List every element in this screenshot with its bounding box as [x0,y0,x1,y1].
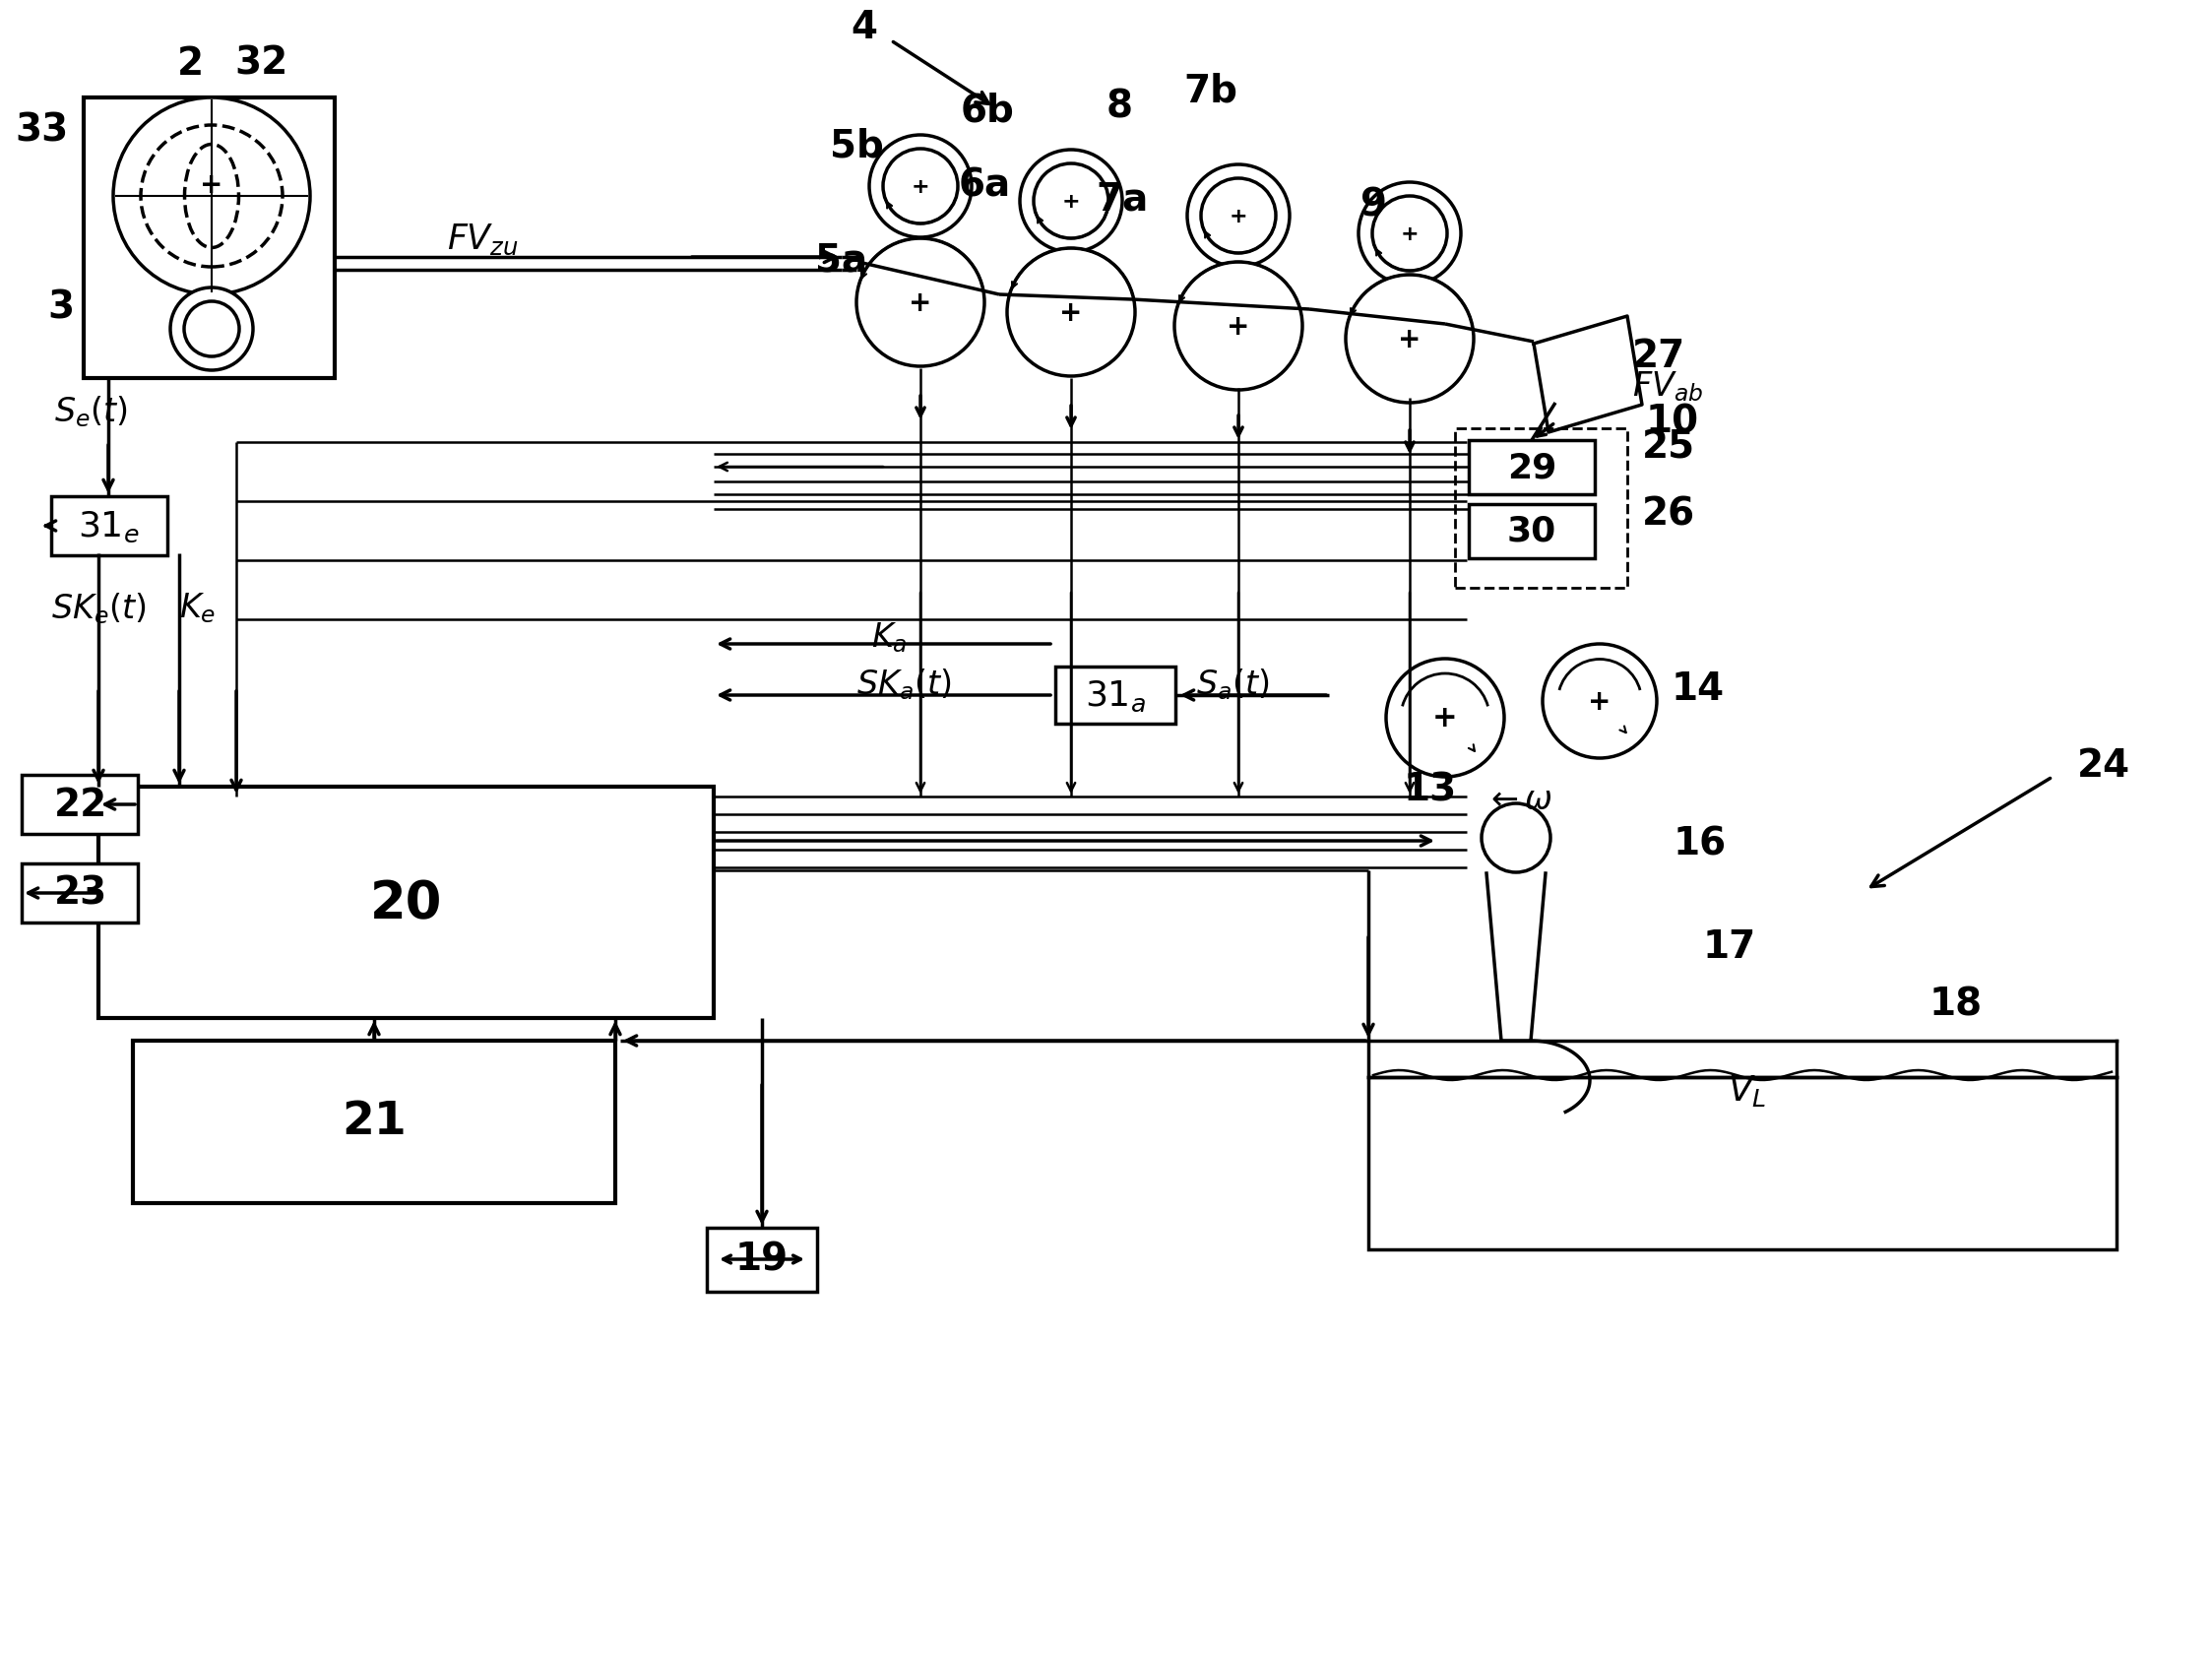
Circle shape [1033,164,1108,238]
Bar [1055,667,1175,724]
Circle shape [856,238,984,368]
Text: 27: 27 [1632,338,1686,374]
Circle shape [170,288,252,371]
Text: 19: 19 [734,1240,790,1278]
Text: 4: 4 [852,8,878,46]
Circle shape [1175,263,1303,391]
Text: $31_e$: $31_e$ [77,508,139,543]
Text: +: + [1433,704,1458,732]
Text: $S_a(t)$: $S_a(t)$ [1197,666,1270,702]
Circle shape [883,149,958,224]
Circle shape [1201,179,1276,253]
Text: +: + [1062,192,1079,212]
Text: $K_a$: $K_a$ [872,621,907,654]
Text: 7a: 7a [1095,181,1148,217]
Text: 16: 16 [1674,826,1728,863]
Bar [1369,1078,2117,1250]
Text: $\leftarrow\omega$: $\leftarrow\omega$ [1484,783,1553,816]
Text: 23: 23 [53,874,108,912]
Text: 32: 32 [234,45,288,83]
Circle shape [1020,151,1121,253]
Circle shape [184,301,239,358]
Text: $S_e(t)$: $S_e(t)$ [53,394,128,429]
Bar [100,787,714,1018]
Text: $V_L$: $V_L$ [1728,1073,1767,1108]
Circle shape [1345,275,1473,404]
Circle shape [869,136,971,238]
Text: 9: 9 [1360,185,1387,224]
Text: 6a: 6a [958,166,1011,204]
Bar [1469,505,1595,558]
Text: +: + [1588,687,1610,715]
Text: 18: 18 [1929,985,1982,1022]
Bar [51,497,168,556]
Text: 22: 22 [53,787,108,823]
Text: 7b: 7b [1183,71,1239,109]
Text: 6b: 6b [960,91,1015,129]
Text: $SK_e(t)$: $SK_e(t)$ [51,591,146,626]
Text: 2: 2 [177,45,204,83]
Text: 14: 14 [1672,671,1725,707]
Circle shape [1358,184,1460,285]
Text: $31_a$: $31_a$ [1084,679,1146,714]
Text: +: + [1060,300,1082,326]
Text: 5a: 5a [816,242,867,280]
Text: +: + [1400,224,1418,243]
Text: $SK_a(t)$: $SK_a(t)$ [856,666,951,702]
Circle shape [1387,659,1504,777]
Text: +: + [911,177,929,197]
Text: 8: 8 [1106,88,1133,124]
Circle shape [1371,197,1447,272]
Text: 17: 17 [1703,927,1756,965]
Text: +: + [1230,207,1248,227]
Text: 21: 21 [341,1100,407,1144]
Text: 30: 30 [1506,515,1557,548]
Text: 24: 24 [2077,747,2130,785]
Circle shape [1482,803,1551,873]
Circle shape [1542,644,1657,758]
Bar [133,1042,615,1204]
Text: 5b: 5b [830,128,883,164]
Ellipse shape [184,146,239,248]
Text: 3: 3 [49,288,75,326]
Text: $FV_{ab}$: $FV_{ab}$ [1632,369,1703,404]
Text: 20: 20 [369,878,442,929]
Circle shape [1006,248,1135,378]
Text: +: + [1398,326,1420,353]
Text: 26: 26 [1641,495,1694,532]
Bar [22,864,137,922]
Bar [22,775,137,835]
Text: +: + [1228,313,1250,341]
Text: +: + [199,171,223,199]
Text: $FV_{zu}$: $FV_{zu}$ [447,222,518,257]
Text: $K_e$: $K_e$ [179,591,217,626]
Text: +: + [909,290,931,316]
Bar [1455,429,1628,588]
Bar [708,1229,816,1292]
Text: 10: 10 [1646,402,1699,440]
Text: 29: 29 [1506,450,1557,484]
Circle shape [113,98,310,295]
Circle shape [142,126,283,268]
Text: 33: 33 [15,113,69,149]
Bar [84,98,334,379]
Bar [1469,440,1595,495]
Text: 25: 25 [1641,429,1694,467]
Circle shape [1188,166,1290,268]
Text: 13: 13 [1405,772,1458,808]
